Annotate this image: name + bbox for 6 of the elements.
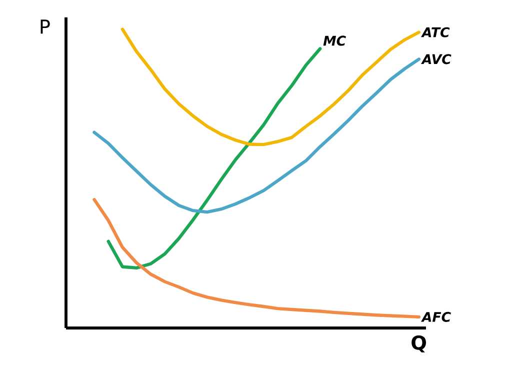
series-label: MC (323, 36, 346, 46)
x-axis-title: Q (412, 335, 426, 352)
series-label: AFC (421, 312, 451, 322)
series-label: AVC (421, 54, 452, 64)
series-label: ATC (421, 27, 450, 38)
y-axis-title: P (40, 20, 50, 34)
